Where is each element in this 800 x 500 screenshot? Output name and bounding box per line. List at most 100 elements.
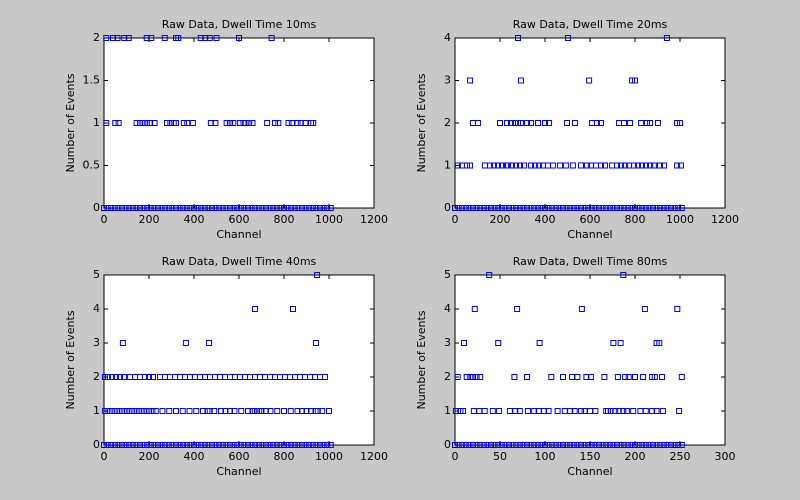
- marker: [490, 162, 497, 169]
- marker: [144, 205, 151, 211]
- marker: [567, 205, 574, 211]
- marker: [324, 442, 331, 448]
- marker: [112, 374, 119, 380]
- marker: [212, 442, 219, 448]
- x-tick-label: 1200: [711, 213, 739, 226]
- marker: [470, 374, 476, 380]
- marker: [515, 35, 521, 41]
- marker: [632, 374, 638, 380]
- marker: [471, 306, 478, 312]
- marker: [180, 120, 187, 126]
- x-tick-label: 0: [101, 450, 108, 463]
- marker: [592, 442, 599, 448]
- marker: [617, 340, 624, 346]
- marker: [462, 205, 469, 211]
- marker: [513, 442, 520, 448]
- marker: [227, 205, 233, 211]
- marker: [108, 408, 115, 414]
- marker: [101, 442, 107, 448]
- marker: [477, 205, 484, 211]
- marker: [302, 120, 309, 126]
- marker: [460, 408, 467, 414]
- marker: [259, 442, 266, 448]
- marker: [270, 205, 277, 211]
- marker: [506, 205, 512, 211]
- marker: [570, 205, 577, 211]
- marker: [216, 442, 223, 448]
- marker: [650, 162, 657, 169]
- marker: [272, 120, 278, 126]
- marker: [137, 205, 143, 211]
- y-axis-label: Number of Events: [64, 310, 77, 409]
- marker: [198, 442, 205, 448]
- marker: [620, 408, 627, 414]
- marker: [678, 442, 685, 448]
- marker: [455, 205, 462, 211]
- marker: [646, 205, 653, 211]
- marker: [674, 306, 681, 312]
- marker: [494, 162, 501, 169]
- marker: [564, 120, 571, 126]
- marker: [231, 408, 238, 414]
- x-tick-label: 600: [229, 213, 250, 226]
- marker: [622, 162, 629, 169]
- marker: [302, 205, 309, 211]
- marker: [148, 35, 155, 41]
- x-tick-label: 800: [274, 450, 295, 463]
- marker: [588, 205, 595, 211]
- marker: [129, 442, 136, 448]
- marker: [104, 205, 111, 211]
- marker: [155, 442, 161, 448]
- marker: [622, 374, 629, 380]
- marker: [223, 205, 230, 211]
- marker: [201, 442, 208, 448]
- marker: [524, 120, 530, 126]
- marker: [592, 205, 599, 211]
- y-tick-label: 4: [444, 302, 451, 315]
- marker: [599, 442, 606, 448]
- marker: [140, 120, 147, 126]
- marker: [266, 205, 273, 211]
- marker: [189, 120, 196, 126]
- marker: [152, 408, 159, 414]
- marker: [646, 442, 653, 448]
- marker: [617, 442, 624, 448]
- marker: [542, 442, 548, 448]
- marker: [545, 205, 552, 211]
- marker: [481, 408, 488, 414]
- marker: [201, 205, 208, 211]
- marker: [287, 408, 294, 414]
- marker: [142, 408, 149, 414]
- marker: [657, 205, 664, 211]
- marker: [517, 77, 524, 84]
- marker: [642, 408, 649, 414]
- marker: [126, 442, 133, 448]
- marker: [592, 408, 599, 414]
- marker: [506, 442, 512, 448]
- marker: [125, 408, 132, 414]
- marker: [227, 442, 233, 448]
- marker: [552, 205, 559, 211]
- marker: [275, 120, 282, 126]
- marker: [219, 205, 226, 211]
- marker: [467, 77, 474, 84]
- marker: [668, 205, 674, 211]
- marker: [155, 205, 161, 211]
- marker: [310, 120, 317, 126]
- marker: [678, 374, 685, 380]
- marker: [659, 408, 666, 414]
- marker: [624, 205, 631, 211]
- marker: [489, 408, 496, 414]
- marker: [139, 408, 146, 414]
- marker: [183, 205, 190, 211]
- marker: [302, 442, 309, 448]
- marker: [524, 408, 531, 414]
- marker: [638, 120, 645, 126]
- marker: [285, 120, 292, 126]
- y-tick-label: 1: [444, 404, 451, 417]
- y-tick-label: 1: [444, 159, 451, 172]
- marker: [562, 162, 569, 169]
- marker: [284, 205, 291, 211]
- marker: [173, 442, 179, 448]
- marker: [653, 442, 660, 448]
